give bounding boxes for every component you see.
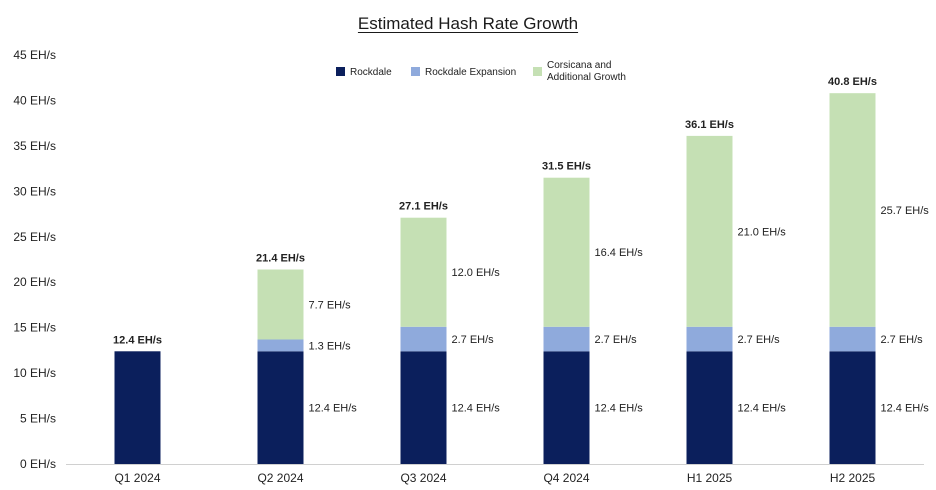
bar-segment [686,326,733,352]
x-tick-label: Q3 2024 [400,471,446,485]
legend-label: Corsicana and Additional Growth [547,60,626,83]
x-axis: Q1 2024 Q2 2024 Q3 2024 Q4 2024 H1 2025 H2 20… [66,464,924,485]
total-label: 27.1 EH/s [399,201,448,213]
bar-segment [257,351,304,464]
data-label: 2.7 EH/s [881,334,924,346]
x-tick-label: H1 2025 [687,471,733,485]
y-tick-label: 30 EH/s [13,184,56,198]
total-label: 31.5 EH/s [542,161,591,173]
bar-segment [257,339,304,352]
bar-segment [543,351,590,464]
total-label: 36.1 EH/s [685,119,734,131]
total-label: 12.4 EH/s [113,334,162,346]
bar-segment [400,351,447,464]
y-tick-label: 15 EH/s [13,321,56,335]
data-label: 12.4 EH/s [738,403,787,415]
y-tick-label: 25 EH/s [13,230,56,244]
total-label: 21.4 EH/s [256,252,305,264]
data-label: 12.4 EH/s [595,403,644,415]
y-tick-label: 45 EH/s [13,48,56,62]
bar-segment [686,351,733,464]
bar-stack-group: 12.4 EH/s 12.4 EH/s 1.3 EH/s 7.7 EH/s 21.4 E… [113,76,929,464]
y-tick-label: 35 EH/s [13,139,56,153]
legend-label: Rockdale [350,67,392,78]
bar-segment [543,177,590,327]
data-label: 12.4 EH/s [309,403,358,415]
x-tick-label: Q1 2024 [114,471,160,485]
bar-segment [257,269,304,340]
y-tick-label: 0 EH/s [20,457,56,471]
data-label: 25.7 EH/s [881,205,930,217]
legend-swatch [411,67,420,76]
bar-segment [114,351,161,464]
legend-swatch [336,67,345,76]
chart-title: Estimated Hash Rate Growth [357,14,579,33]
x-tick-label: H2 2025 [830,471,876,485]
total-label: 40.8 EH/s [828,76,877,88]
data-label: 7.7 EH/s [309,299,352,311]
bar-segment [686,135,733,327]
y-axis: 0 EH/s 5 EH/s 10 EH/s 15 EH/s 20 EH/s 25 EH/s… [13,48,56,471]
y-tick-label: 40 EH/s [13,93,56,107]
y-tick-label: 5 EH/s [20,412,56,426]
data-label: 1.3 EH/s [309,340,352,352]
legend-swatch [533,67,542,76]
data-label: 12.4 EH/s [881,403,930,415]
legend: Rockdale Rockdale Expansion Corsicana and A… [336,60,626,83]
y-tick-label: 10 EH/s [13,366,56,380]
bar-segment [400,217,447,327]
y-tick-label: 20 EH/s [13,275,56,289]
data-label: 16.4 EH/s [595,247,644,259]
data-label: 2.7 EH/s [595,334,638,346]
bar-segment [543,326,590,352]
legend-label: Rockdale Expansion [425,67,516,78]
data-label: 21.0 EH/s [738,226,787,238]
data-label: 12.4 EH/s [452,403,501,415]
bar-segment [400,326,447,352]
bar-segment [829,351,876,464]
bar-segment [829,93,876,327]
data-label: 2.7 EH/s [452,334,495,346]
x-tick-label: Q4 2024 [543,471,589,485]
x-tick-label: Q2 2024 [257,471,303,485]
data-label: 2.7 EH/s [738,334,781,346]
data-label: 12.0 EH/s [452,267,501,279]
bar-segment [829,326,876,352]
